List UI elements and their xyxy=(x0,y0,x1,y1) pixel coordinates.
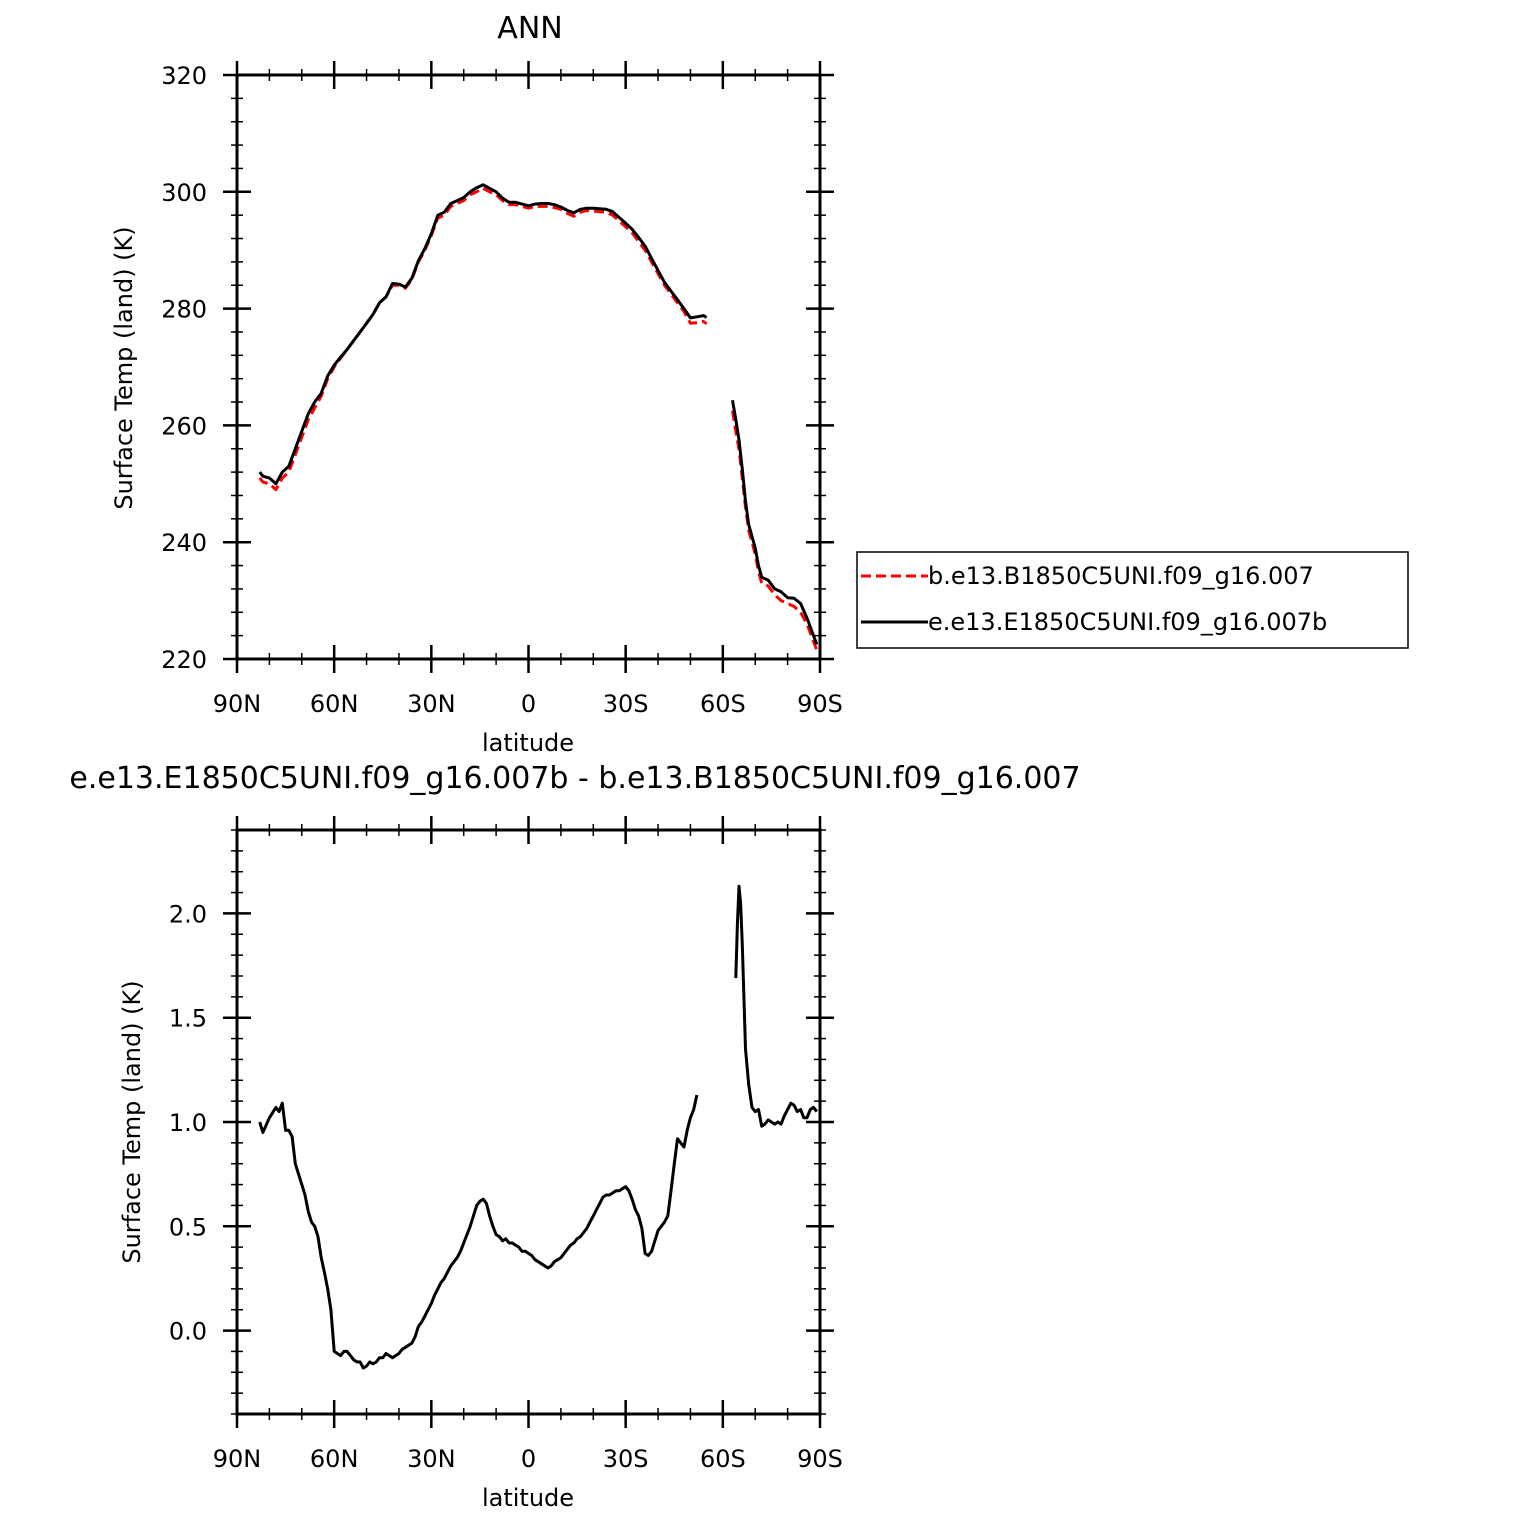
series-line xyxy=(734,884,818,1128)
data-lines xyxy=(258,884,818,1370)
x-axis-ticks: 90N 60N 30N 0 30S 60S 90S xyxy=(213,61,843,718)
y-tick-label: 300 xyxy=(161,179,207,207)
y-axis-ticks: 0.0 0.5 1.0 1.5 2.0 xyxy=(169,829,834,1415)
x-tick-label: 90N xyxy=(213,690,262,718)
y-tick-label: 1.0 xyxy=(169,1109,207,1137)
x-tick-label: 60S xyxy=(700,690,746,718)
x-axis-ticks: 90N 60N 30N 0 30S 60S 90S xyxy=(213,816,843,1473)
x-axis-label: latitude xyxy=(482,729,574,757)
legend: b.e13.B1850C5UNI.f09_g16.007 e.e13.E1850… xyxy=(856,551,1409,649)
x-tick-label: 0 xyxy=(521,690,536,718)
y-tick-label: 0.0 xyxy=(169,1318,207,1346)
y-tick-label: 220 xyxy=(161,646,207,674)
y-tick-label: 240 xyxy=(161,529,207,557)
y-axis-ticks: 220 240 260 280 300 320 xyxy=(161,62,834,674)
x-tick-label: 90S xyxy=(797,690,843,718)
plot-frame xyxy=(235,828,822,1416)
x-tick-label: 90S xyxy=(797,1445,843,1473)
chart-title: e.e13.E1850C5UNI.f09_g16.007b - b.e13.B1… xyxy=(69,761,1080,796)
legend-entry: e.e13.E1850C5UNI.f09_g16.007b xyxy=(928,608,1327,636)
y-axis-label: Surface Temp (land) (K) xyxy=(110,226,138,509)
x-tick-label: 0 xyxy=(521,1445,536,1473)
series-line xyxy=(258,1094,699,1370)
y-tick-label: 0.5 xyxy=(169,1213,207,1241)
y-tick-label: 280 xyxy=(161,296,207,324)
chart-title: ANN xyxy=(497,11,562,46)
x-tick-label: 30S xyxy=(603,1445,649,1473)
x-tick-label: 60S xyxy=(700,1445,746,1473)
y-tick-label: 2.0 xyxy=(169,900,207,928)
x-tick-label: 60N xyxy=(310,690,359,718)
x-tick-label: 30S xyxy=(603,690,649,718)
y-axis-label: Surface Temp (land) (K) xyxy=(118,980,146,1263)
x-tick-label: 30N xyxy=(407,1445,456,1473)
data-lines xyxy=(258,183,819,651)
x-tick-label: 90N xyxy=(213,1445,262,1473)
y-tick-label: 320 xyxy=(161,62,207,90)
x-tick-label: 60N xyxy=(310,1445,359,1473)
y-tick-label: 260 xyxy=(161,412,207,440)
x-tick-label: 30N xyxy=(407,690,456,718)
bottom-line-chart: e.e13.E1850C5UNI.f09_g16.007b - b.e13.B1… xyxy=(69,761,1080,1512)
series-line xyxy=(258,183,708,486)
series-line xyxy=(258,186,708,492)
plot-frame xyxy=(235,73,822,661)
y-tick-label: 1.5 xyxy=(169,1005,207,1033)
x-axis-label: latitude xyxy=(482,1484,574,1512)
legend-entry: b.e13.B1850C5UNI.f09_g16.007 xyxy=(928,562,1314,590)
series-line xyxy=(731,400,819,645)
legend-box xyxy=(856,551,1409,649)
